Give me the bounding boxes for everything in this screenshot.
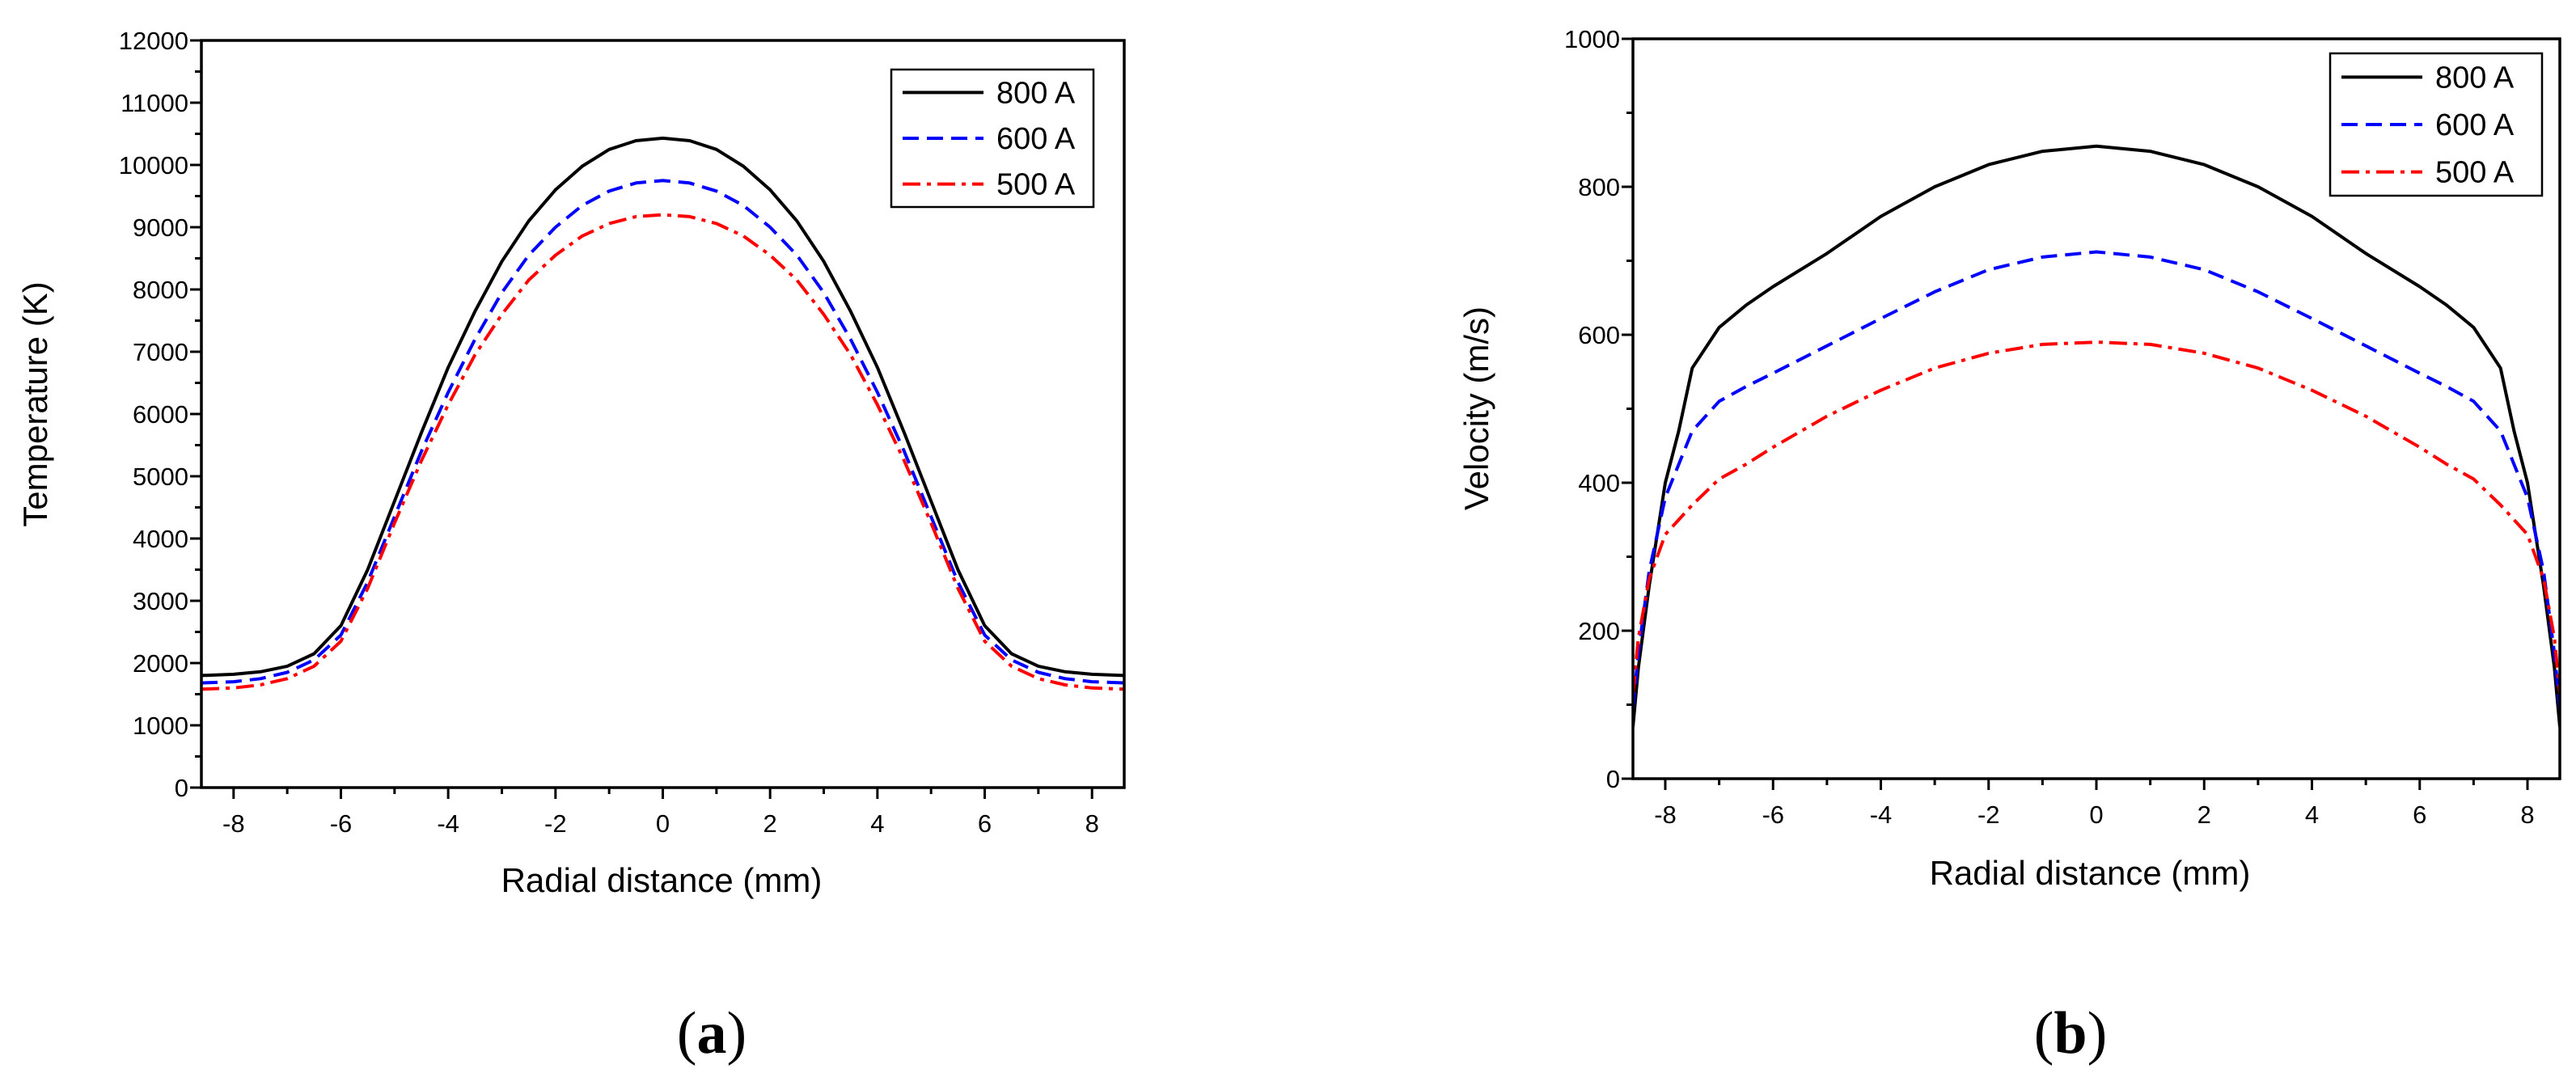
series-line-b-600a — [1633, 250, 2560, 709]
y-tick-label-a: 3000 — [133, 587, 188, 615]
y-tick-label-a: 5000 — [133, 463, 188, 491]
panel-a-temperature-chart: -8 -6 -4 -2 0 2 4 6 8 0 1000 2000 3000 4000 5000 6000 70… — [16, 27, 1126, 1067]
x-axis-title-b: Radial distance (mm) — [1930, 854, 2251, 892]
y-tick-label-a: 1000 — [133, 712, 188, 740]
y-axis-title-a: Temperature (K) — [16, 281, 54, 526]
legend-label-b: 500 A — [2435, 156, 2515, 190]
x-tick-label-a: 4 — [870, 809, 884, 838]
y-tick-label-b: 1000 — [1564, 25, 1620, 53]
y-tick-label-a: 0 — [175, 774, 188, 802]
legend-label-b: 600 A — [2435, 108, 2515, 142]
series-line-b-800a — [1633, 144, 2560, 728]
x-tick-label-b: 4 — [2305, 801, 2319, 829]
y-tick-label-b: 200 — [1578, 617, 1620, 645]
y-tick-label-b: 400 — [1578, 469, 1620, 497]
x-tick-label-b: -6 — [1762, 801, 1784, 829]
y-tick-label-a: 4000 — [133, 525, 188, 553]
y-tick-label-a: 11000 — [121, 89, 188, 117]
x-tick-label-b: 0 — [2089, 801, 2103, 829]
x-tick-label-a: 6 — [978, 809, 992, 838]
x-tick-label-a: 0 — [656, 809, 670, 838]
x-tick-label-b: -8 — [1654, 801, 1677, 829]
y-tick-label-a: 10000 — [119, 151, 188, 180]
plot-area-a: -8 -6 -4 -2 0 2 4 6 8 0 1000 2000 3000 4000 5000 6000 70… — [119, 27, 1126, 838]
y-tick-label-b: 0 — [1606, 765, 1620, 793]
x-tick-label-b: -2 — [1977, 801, 2000, 829]
legend-label-b: 800 A — [2435, 61, 2515, 95]
panel-label-b: (b) — [2034, 1000, 2107, 1067]
series-line-a-600a — [201, 179, 1124, 685]
x-axis-title-a: Radial distance (mm) — [501, 861, 823, 899]
y-tick-label-a: 8000 — [133, 276, 188, 304]
legend-label-a: 800 A — [996, 76, 1076, 110]
y-tick-label-a: 9000 — [133, 213, 188, 242]
series-line-a-800a — [201, 136, 1124, 678]
x-tick-label-b: 2 — [2197, 801, 2211, 829]
y-tick-label-b: 800 — [1578, 173, 1620, 201]
y-tick-label-b: 600 — [1578, 321, 1620, 349]
x-tick-label-a: 2 — [763, 809, 777, 838]
axes-frame-b — [1631, 37, 2561, 780]
x-tick-label-a: -6 — [330, 809, 353, 838]
panel-label-a: (a) — [677, 1000, 747, 1067]
axes-frame-a — [200, 39, 1126, 789]
x-tick-label-a: -4 — [437, 809, 459, 838]
y-tick-label-a: 6000 — [133, 400, 188, 429]
x-tick-label-b: 8 — [2520, 801, 2534, 829]
plot-area-b: -8 -6 -4 -2 0 2 4 6 8 0 200 400 600 800 1000 800 A 600 A… — [1564, 25, 2561, 829]
x-tick-label-b: -4 — [1870, 801, 1893, 829]
panel-b-velocity-chart: -8 -6 -4 -2 0 2 4 6 8 0 200 400 600 800 1000 800 A 600 A… — [1457, 25, 2561, 1067]
y-axis-title-b: Velocity (m/s) — [1457, 306, 1495, 510]
series-line-b-500a — [1633, 340, 2560, 694]
y-tick-label-a: 7000 — [133, 338, 188, 366]
legend-label-a: 500 A — [996, 168, 1076, 202]
y-tick-label-a: 2000 — [133, 649, 188, 678]
x-tick-label-b: 6 — [2413, 801, 2426, 829]
legend-label-a: 600 A — [996, 122, 1076, 156]
x-tick-label-a: -8 — [222, 809, 245, 838]
y-tick-label-a: 12000 — [119, 27, 188, 55]
x-tick-label-a: 8 — [1085, 809, 1099, 838]
x-tick-label-a: -2 — [544, 809, 567, 838]
